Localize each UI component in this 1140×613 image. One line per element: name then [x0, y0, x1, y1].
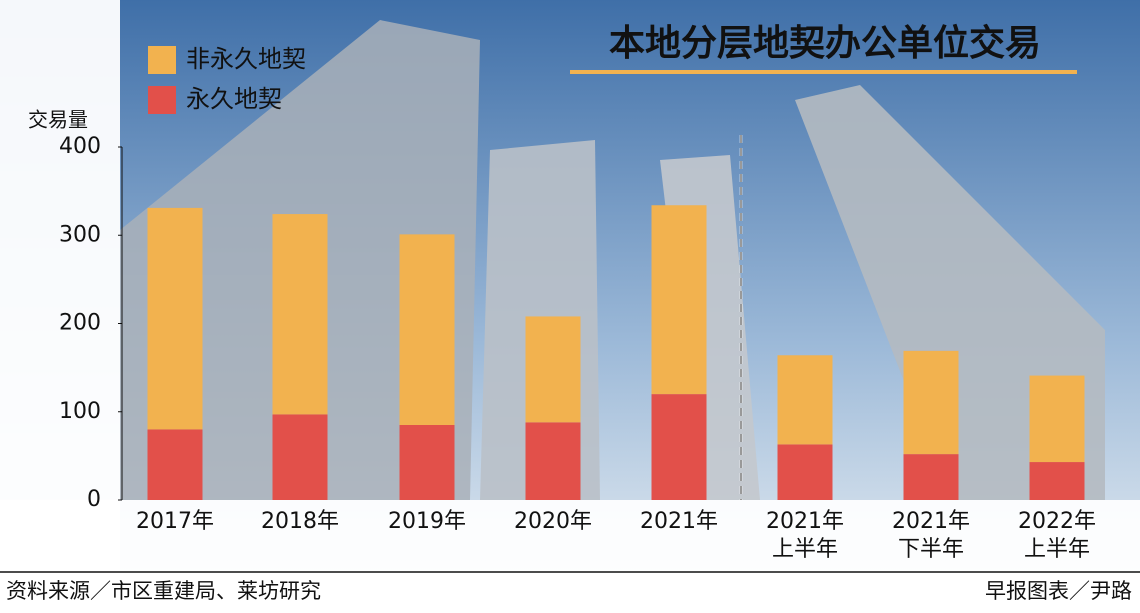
- credit: 早报图表／尹路: [985, 579, 1132, 603]
- legend-label: 永久地契: [186, 85, 282, 113]
- x-tick-label: 2018年: [261, 509, 339, 534]
- x-tick-label: 2022年 上半年: [1018, 509, 1096, 562]
- chart-title: 本地分层地契办公单位交易: [609, 22, 1041, 64]
- source: 资料来源／市区重建局、莱坊研究: [6, 579, 321, 603]
- bar-segment: [525, 422, 581, 500]
- y-tick-label: 100: [59, 399, 101, 424]
- legend-label: 非永久地契: [186, 45, 306, 73]
- bar-segment: [525, 316, 581, 423]
- bar-segment: [147, 429, 203, 500]
- bar-segment: [399, 234, 455, 425]
- bar-segment: [777, 444, 833, 500]
- bar-segment: [903, 454, 959, 500]
- x-tick-label: 2017年: [136, 509, 214, 534]
- x-tick-label: 2019年: [388, 509, 466, 534]
- bar-segment: [1029, 462, 1085, 500]
- x-tick-label: 2021年 上半年: [766, 509, 844, 562]
- title-underline: [570, 70, 1077, 74]
- x-tick-label: 2021年: [640, 509, 718, 534]
- building: [795, 85, 1105, 500]
- label-panel: [0, 500, 1140, 572]
- legend-swatch: [148, 46, 176, 74]
- legend-swatch: [148, 86, 176, 114]
- bar-segment: [1029, 375, 1085, 463]
- bar-segment: [777, 355, 833, 445]
- y-tick-label: 300: [59, 222, 101, 247]
- y-tick-label: 400: [59, 134, 101, 159]
- x-tick-label: 2020年: [514, 509, 592, 534]
- y-axis-label: 交易量: [28, 108, 88, 132]
- y-tick-label: 200: [59, 311, 101, 336]
- bar-segment: [147, 207, 203, 430]
- bar-segment: [399, 424, 455, 500]
- x-tick-label: 2021年 下半年: [892, 509, 970, 562]
- y-tick-label: 0: [87, 487, 101, 512]
- bar-segment: [903, 350, 959, 455]
- bar-segment: [272, 214, 328, 415]
- axis-panel: [0, 0, 120, 572]
- bar-segment: [651, 394, 707, 500]
- bar-segment: [272, 414, 328, 500]
- bar-segment: [651, 205, 707, 395]
